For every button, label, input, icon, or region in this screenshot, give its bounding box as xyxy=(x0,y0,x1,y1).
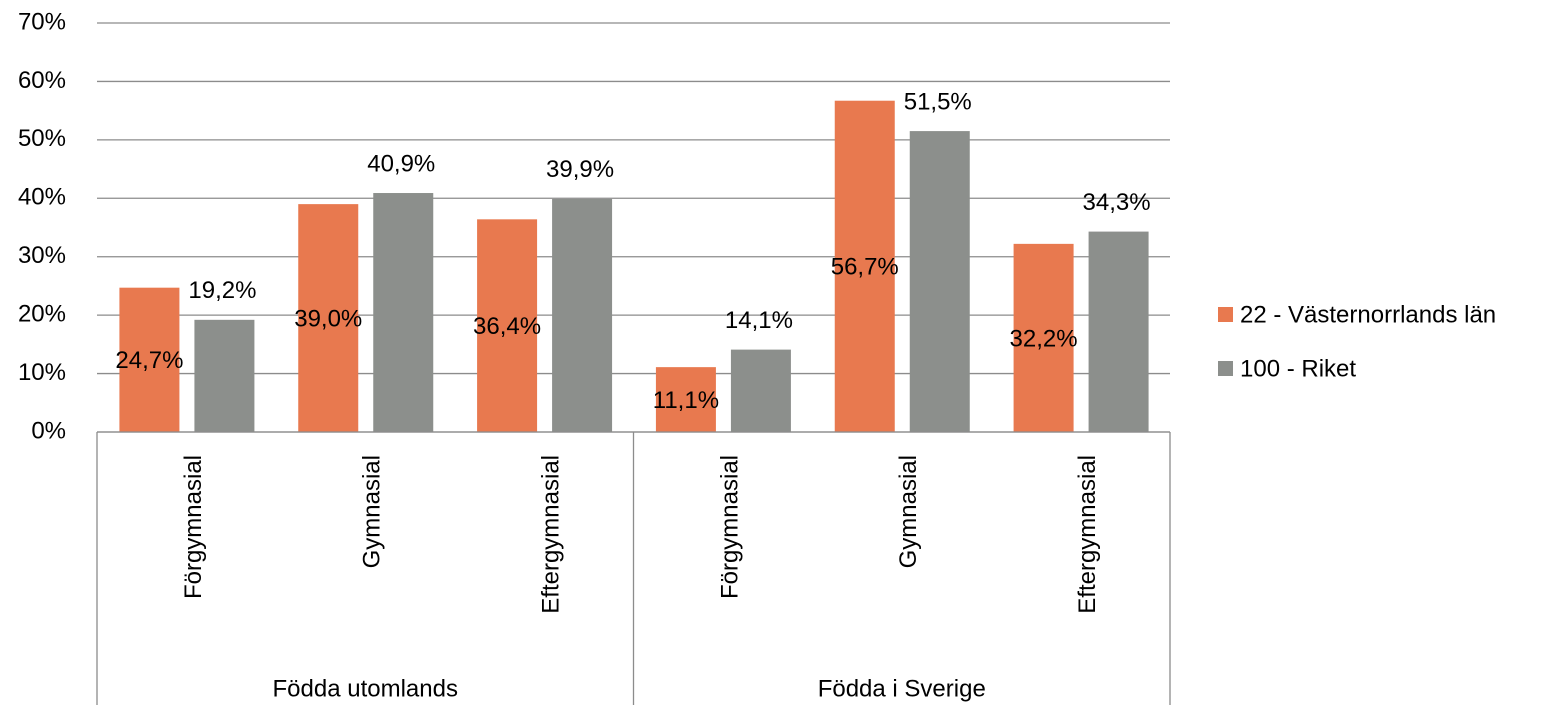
value-label: 24,7% xyxy=(115,347,183,374)
x-tick-label: Gymnasial xyxy=(895,455,922,568)
y-tick-label: 60% xyxy=(18,67,66,94)
bar xyxy=(655,367,716,432)
value-label: 34,3% xyxy=(1083,189,1151,216)
group-label: Födda i Sverige xyxy=(818,675,986,702)
value-label: 56,7% xyxy=(831,254,899,281)
value-label: 39,0% xyxy=(294,305,362,332)
bar xyxy=(730,349,791,432)
value-label: 39,9% xyxy=(546,156,614,183)
y-tick-label: 20% xyxy=(18,300,66,327)
bar xyxy=(194,319,255,432)
bar xyxy=(1088,231,1149,432)
x-tick-label: Förgymnasial xyxy=(180,455,207,599)
legend-label: 100 - Riket xyxy=(1240,355,1356,382)
bar xyxy=(477,219,538,432)
bar xyxy=(909,131,970,433)
value-label: 19,2% xyxy=(188,277,256,304)
group-label: Födda utomlands xyxy=(273,675,458,702)
y-tick-label: 70% xyxy=(18,8,66,35)
value-label: 11,1% xyxy=(653,387,719,414)
bar xyxy=(552,198,613,432)
y-tick-label: 40% xyxy=(18,184,66,211)
y-tick-label: 10% xyxy=(18,359,66,386)
y-tick-label: 0% xyxy=(31,417,66,444)
x-tick-label: Eftergymnasial xyxy=(537,455,564,614)
y-tick-label: 50% xyxy=(18,125,66,152)
bar xyxy=(119,287,180,432)
x-tick-label: Gymnasial xyxy=(359,455,386,568)
legend-swatch xyxy=(1218,361,1233,376)
y-tick-label: 30% xyxy=(18,242,66,269)
bar xyxy=(834,100,895,433)
value-label: 40,9% xyxy=(367,150,435,177)
bar xyxy=(298,204,359,432)
legend-label: 22 - Västernorrlands län xyxy=(1240,301,1496,328)
x-tick-label: Förgymnasial xyxy=(716,455,743,599)
legend-swatch xyxy=(1218,307,1233,322)
value-label: 32,2% xyxy=(1010,325,1078,352)
value-label: 51,5% xyxy=(904,88,972,115)
bar xyxy=(1013,243,1074,432)
x-tick-label: Eftergymnasial xyxy=(1074,455,1101,614)
value-label: 36,4% xyxy=(473,313,541,340)
bar xyxy=(373,193,434,432)
value-label: 14,1% xyxy=(725,307,793,334)
